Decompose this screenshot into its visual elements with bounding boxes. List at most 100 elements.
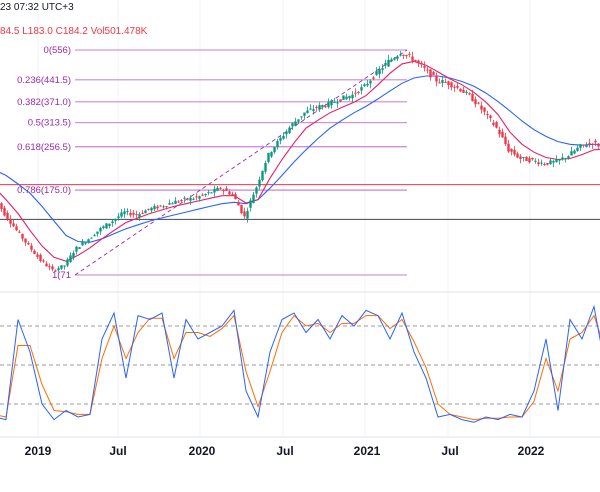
candle-body [303, 112, 306, 116]
header-ohlc: 84.5 L183.0 C184.2 Vol501.478K [0, 26, 148, 37]
candle-body [510, 148, 513, 152]
candle-body [402, 54, 405, 56]
candle-body [222, 190, 225, 192]
candle-body [273, 147, 276, 153]
candle-body [366, 83, 369, 86]
candle-body [117, 216, 120, 219]
candle-body [579, 144, 582, 148]
candle-body [390, 59, 393, 62]
fib-level-label: 0.5(313.5) [28, 118, 71, 129]
candle-body [552, 161, 555, 163]
fib-level-label: 1(71 [52, 270, 71, 281]
candle-body [516, 153, 519, 158]
candle-body [582, 144, 585, 146]
candle-body [570, 151, 573, 156]
candle-body [27, 242, 30, 245]
candle-body [210, 192, 213, 194]
candle-body [375, 70, 378, 75]
candle-body [456, 85, 459, 88]
candle-body [288, 127, 291, 133]
candle-body [150, 207, 153, 211]
candle-body [396, 56, 399, 59]
candle-body [405, 55, 408, 57]
candle-body [468, 93, 471, 95]
candle-body [69, 255, 72, 262]
candle-body [315, 106, 318, 108]
time-axis-label: Jul [276, 444, 293, 458]
candle-body [336, 102, 339, 104]
candle-body [237, 202, 240, 206]
candle-body [522, 157, 525, 159]
time-axis[interactable]: 2019 Jul 2020 Jul 2021 Jul 2022 [25, 444, 545, 458]
candle-body [597, 144, 600, 147]
candle-body [351, 94, 354, 99]
candle-body [267, 153, 270, 162]
candle-body [549, 160, 552, 165]
candle-body [225, 188, 228, 191]
time-axis-label: Jul [441, 444, 458, 458]
candle-body [324, 106, 327, 108]
candle-body [144, 210, 147, 214]
candle-body [78, 247, 81, 249]
candle-body [348, 96, 351, 99]
candle-body [384, 62, 387, 66]
candle-body [81, 242, 84, 246]
candle-body [51, 266, 54, 270]
candle-body [180, 200, 183, 202]
candle-body [60, 265, 63, 269]
candle-body [285, 131, 288, 135]
candle-body [420, 62, 423, 65]
time-axis-label: 2020 [189, 444, 216, 458]
candle-body [573, 150, 576, 154]
candle-body [147, 208, 150, 210]
candle-body [444, 81, 447, 83]
candle-body [171, 203, 174, 205]
stochastic-pane [0, 304, 600, 423]
candle-body [246, 210, 249, 219]
fib-level-label: 0.236(441.5) [17, 75, 71, 86]
candle-body [519, 156, 522, 159]
candle-body [513, 149, 516, 155]
candle-body [294, 121, 297, 127]
candle-body [54, 270, 57, 272]
stoch-k-line [0, 304, 600, 423]
candle-body [93, 235, 96, 237]
moving-averages [0, 60, 600, 262]
candle-body [282, 135, 285, 139]
candle-body [138, 214, 141, 217]
horizontal-lines[interactable] [0, 184, 600, 220]
candle-body [450, 82, 453, 88]
candle-body [177, 201, 180, 203]
candle-body [135, 214, 138, 216]
candle-body [342, 95, 345, 100]
candle-body [387, 59, 390, 67]
candle-body [36, 254, 39, 257]
candle-body [360, 87, 363, 91]
candle-body [0, 203, 3, 209]
candle-body [39, 254, 42, 261]
candle-body [156, 206, 159, 209]
candle-body [333, 101, 336, 103]
candle-body [84, 242, 87, 244]
candle-body [501, 131, 504, 138]
candle-body [120, 212, 123, 217]
candle-body [114, 218, 117, 221]
candle-body [297, 119, 300, 122]
candle-body [258, 179, 261, 187]
candle-body [357, 91, 360, 93]
fib-retracement[interactable]: 0(556) 0.236(441.5) 0.382(371.0) 0.5(313.5)… [17, 45, 408, 281]
candle-body [312, 109, 315, 112]
candle-body [30, 245, 33, 250]
candle-body [345, 96, 348, 100]
candle-body [459, 88, 462, 92]
candle-body [33, 250, 36, 254]
candle-body [534, 160, 537, 162]
candle-body [96, 231, 99, 234]
candle-body [162, 206, 165, 208]
fib-level-label: 0.618(256.5) [17, 142, 71, 153]
candle-body [42, 260, 45, 262]
candle-body [153, 206, 156, 210]
candle-body [15, 226, 18, 231]
